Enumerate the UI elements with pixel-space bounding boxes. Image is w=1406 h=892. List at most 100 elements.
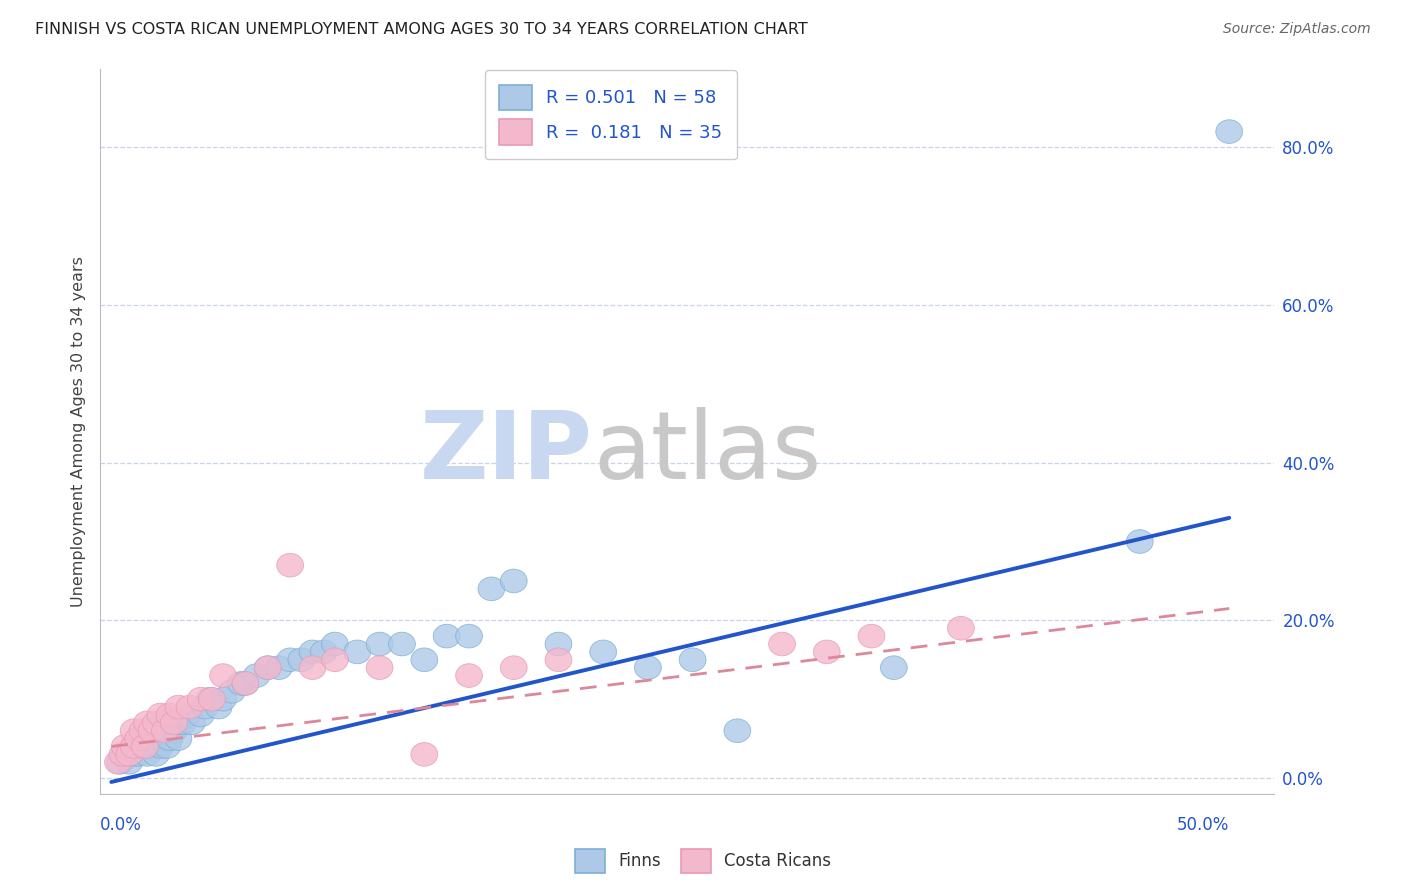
Ellipse shape xyxy=(191,695,218,719)
Ellipse shape xyxy=(948,616,974,640)
Ellipse shape xyxy=(209,688,236,711)
Ellipse shape xyxy=(769,632,796,656)
Ellipse shape xyxy=(299,640,326,664)
Ellipse shape xyxy=(142,742,170,766)
Ellipse shape xyxy=(209,664,236,688)
Ellipse shape xyxy=(501,569,527,593)
Ellipse shape xyxy=(501,656,527,680)
Ellipse shape xyxy=(311,640,337,664)
Ellipse shape xyxy=(176,695,202,719)
Ellipse shape xyxy=(111,735,138,758)
Ellipse shape xyxy=(131,735,159,758)
Ellipse shape xyxy=(366,656,394,680)
Ellipse shape xyxy=(165,711,191,735)
Ellipse shape xyxy=(121,742,148,766)
Ellipse shape xyxy=(165,695,191,719)
Ellipse shape xyxy=(156,711,183,735)
Ellipse shape xyxy=(411,742,437,766)
Ellipse shape xyxy=(138,735,165,758)
Ellipse shape xyxy=(724,719,751,742)
Ellipse shape xyxy=(148,735,174,758)
Ellipse shape xyxy=(142,727,170,750)
Ellipse shape xyxy=(1126,530,1153,553)
Ellipse shape xyxy=(813,640,841,664)
Ellipse shape xyxy=(344,640,371,664)
Text: ZIP: ZIP xyxy=(420,407,593,499)
Ellipse shape xyxy=(1216,120,1243,144)
Ellipse shape xyxy=(243,664,270,688)
Ellipse shape xyxy=(187,688,214,711)
Ellipse shape xyxy=(160,711,187,735)
Text: FINNISH VS COSTA RICAN UNEMPLOYMENT AMONG AGES 30 TO 34 YEARS CORRELATION CHART: FINNISH VS COSTA RICAN UNEMPLOYMENT AMON… xyxy=(35,22,808,37)
Ellipse shape xyxy=(679,648,706,672)
Ellipse shape xyxy=(456,624,482,648)
Ellipse shape xyxy=(299,656,326,680)
Ellipse shape xyxy=(115,750,142,774)
Legend: R = 0.501   N = 58, R =  0.181   N = 35: R = 0.501 N = 58, R = 0.181 N = 35 xyxy=(485,70,737,160)
Ellipse shape xyxy=(187,703,214,727)
Ellipse shape xyxy=(138,719,165,742)
Ellipse shape xyxy=(111,742,138,766)
Ellipse shape xyxy=(104,750,131,774)
Ellipse shape xyxy=(218,680,246,703)
Ellipse shape xyxy=(160,719,187,742)
Ellipse shape xyxy=(142,711,170,735)
Ellipse shape xyxy=(174,703,201,727)
Ellipse shape xyxy=(115,742,142,766)
Ellipse shape xyxy=(388,632,415,656)
Ellipse shape xyxy=(456,664,482,688)
Ellipse shape xyxy=(880,656,907,680)
Ellipse shape xyxy=(858,624,884,648)
Ellipse shape xyxy=(254,656,281,680)
Ellipse shape xyxy=(366,632,394,656)
Ellipse shape xyxy=(197,688,224,711)
Ellipse shape xyxy=(232,672,259,695)
Ellipse shape xyxy=(121,735,148,758)
Text: Source: ZipAtlas.com: Source: ZipAtlas.com xyxy=(1223,22,1371,37)
Ellipse shape xyxy=(121,735,148,758)
Ellipse shape xyxy=(179,711,205,735)
Ellipse shape xyxy=(138,719,165,742)
Ellipse shape xyxy=(165,727,191,750)
Ellipse shape xyxy=(277,648,304,672)
Ellipse shape xyxy=(254,656,281,680)
Ellipse shape xyxy=(322,648,349,672)
Ellipse shape xyxy=(433,624,460,648)
Y-axis label: Unemployment Among Ages 30 to 34 years: Unemployment Among Ages 30 to 34 years xyxy=(72,256,86,607)
Ellipse shape xyxy=(152,719,179,742)
Ellipse shape xyxy=(125,742,152,766)
Ellipse shape xyxy=(125,727,152,750)
Ellipse shape xyxy=(153,735,180,758)
Ellipse shape xyxy=(198,688,225,711)
Ellipse shape xyxy=(322,632,349,656)
Ellipse shape xyxy=(129,719,156,742)
Legend: Finns, Costa Ricans: Finns, Costa Ricans xyxy=(568,842,838,880)
Ellipse shape xyxy=(110,742,136,766)
Ellipse shape xyxy=(589,640,617,664)
Ellipse shape xyxy=(205,695,232,719)
Text: 50.0%: 50.0% xyxy=(1177,815,1229,833)
Ellipse shape xyxy=(232,672,259,695)
Ellipse shape xyxy=(288,648,315,672)
Ellipse shape xyxy=(129,735,156,758)
Ellipse shape xyxy=(277,553,304,577)
Ellipse shape xyxy=(152,711,179,735)
Ellipse shape xyxy=(134,727,160,750)
Ellipse shape xyxy=(228,672,254,695)
Ellipse shape xyxy=(634,656,661,680)
Ellipse shape xyxy=(156,703,183,727)
Text: 0.0%: 0.0% xyxy=(100,815,142,833)
Ellipse shape xyxy=(134,711,160,735)
Ellipse shape xyxy=(411,648,437,672)
Ellipse shape xyxy=(478,577,505,600)
Ellipse shape xyxy=(148,719,174,742)
Ellipse shape xyxy=(107,750,134,774)
Text: atlas: atlas xyxy=(593,407,821,499)
Ellipse shape xyxy=(546,632,572,656)
Ellipse shape xyxy=(156,727,183,750)
Ellipse shape xyxy=(546,648,572,672)
Ellipse shape xyxy=(148,703,174,727)
Ellipse shape xyxy=(134,742,160,766)
Ellipse shape xyxy=(266,656,292,680)
Ellipse shape xyxy=(152,727,179,750)
